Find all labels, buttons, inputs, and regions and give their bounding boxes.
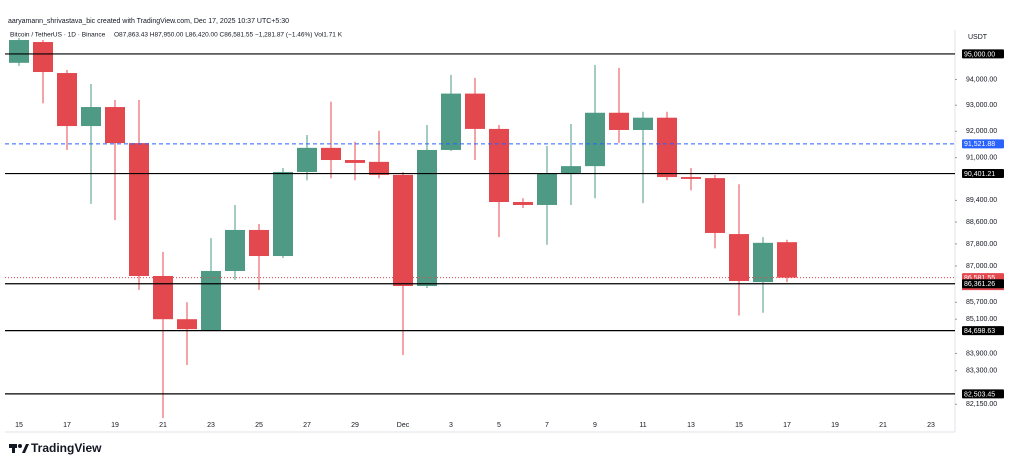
candle-body — [177, 319, 197, 330]
x-tick-label: Dec — [397, 422, 410, 429]
candle-body — [9, 40, 29, 63]
level-label: 95,000.00 — [964, 51, 995, 58]
candle-body — [585, 112, 605, 167]
y-tick-label: 93,000.00 — [966, 102, 997, 109]
y-tick-label: 89,400.00 — [966, 197, 997, 204]
y-tick-label: 83,300.00 — [966, 368, 997, 375]
legend-symbol: Bitcoin / TetherUS · 1D · Binance — [10, 32, 106, 39]
x-tick-label: 25 — [255, 422, 263, 429]
candle-body — [513, 202, 533, 205]
x-tick-label: 15 — [735, 422, 743, 429]
level-label: 90,401.21 — [964, 171, 995, 178]
candle-body — [369, 161, 389, 175]
x-tick-label: 9 — [593, 422, 597, 429]
x-tick-label: 11 — [639, 422, 646, 429]
candle-body — [633, 117, 653, 130]
y-tick-label: 88,600.00 — [966, 219, 997, 226]
level-box — [962, 389, 1004, 399]
candle-body — [729, 234, 749, 281]
x-tick-label: 19 — [831, 422, 839, 429]
level-label: 82,503.45 — [964, 391, 995, 398]
x-tick-label: 21 — [879, 422, 887, 429]
candle-body — [57, 73, 77, 127]
x-tick-label: 21 — [159, 422, 167, 429]
candle-body — [249, 229, 269, 257]
candle-body — [201, 270, 221, 331]
candle-body — [681, 177, 701, 179]
candle-body — [441, 93, 461, 150]
candle-body — [417, 149, 437, 287]
candle-body — [225, 229, 245, 271]
x-tick-label: 5 — [497, 422, 501, 429]
x-tick-label: 13 — [687, 422, 695, 429]
level-box — [962, 139, 1004, 149]
candle-body — [609, 112, 629, 130]
level-label: 84,698.63 — [964, 328, 995, 335]
y-tick-label: 87,800.00 — [966, 241, 997, 248]
candle-body — [657, 117, 677, 178]
brand-logo — [9, 444, 29, 453]
candle-body — [561, 166, 581, 174]
candle-body — [537, 173, 557, 205]
x-tick-label: 19 — [111, 422, 119, 429]
y-tick-label: 91,000.00 — [966, 154, 997, 161]
candle-body — [129, 143, 149, 276]
candle-body — [489, 128, 509, 203]
x-tick-label: 29 — [351, 422, 359, 429]
candle-body — [273, 171, 293, 257]
level-box — [962, 279, 1004, 289]
level-box — [962, 49, 1004, 59]
x-tick-label: 7 — [545, 422, 549, 429]
level-label: 91,521.88 — [964, 141, 995, 148]
y-tick-label: 94,000.00 — [966, 76, 997, 83]
legend-ohlc: O87,863.43 H87,950.00 L86,420.00 C86,581… — [114, 32, 343, 39]
candle-body — [465, 93, 485, 129]
level-label: 86,581.55 — [964, 275, 995, 282]
x-tick-label: 23 — [927, 422, 935, 429]
candle-body — [705, 178, 725, 233]
candle-body — [297, 147, 317, 172]
candle-body — [33, 42, 53, 73]
candle-body — [321, 147, 341, 161]
candle-body — [153, 275, 173, 320]
currency: USDT — [968, 34, 988, 41]
level-box — [962, 326, 1004, 336]
x-tick-label: 27 — [303, 422, 311, 429]
candle-body — [345, 160, 365, 163]
y-tick-label: 92,000.00 — [966, 128, 997, 135]
level-label: 86,361.26 — [964, 281, 995, 288]
candle-body — [777, 242, 797, 278]
y-tick-label: 87,000.00 — [966, 263, 997, 270]
x-tick-label: 23 — [207, 422, 215, 429]
candle-body — [105, 107, 125, 144]
brand: TradingView — [31, 441, 102, 455]
header: aaryamann_shrivastava_bic created with T… — [8, 18, 289, 25]
y-tick-label: 85,700.00 — [966, 299, 997, 306]
y-tick-label: 82,150.00 — [966, 401, 997, 408]
x-tick-label: 3 — [449, 422, 453, 429]
candle-body — [81, 107, 101, 127]
y-tick-label: 83,900.00 — [966, 350, 997, 357]
x-tick-label: 15 — [15, 422, 23, 429]
x-tick-label: 17 — [63, 422, 71, 429]
candle-body — [753, 242, 773, 283]
level-box — [962, 169, 1004, 179]
y-tick-label: 85,100.00 — [966, 316, 997, 323]
candle-body — [393, 174, 413, 287]
x-tick-label: 17 — [783, 422, 791, 429]
